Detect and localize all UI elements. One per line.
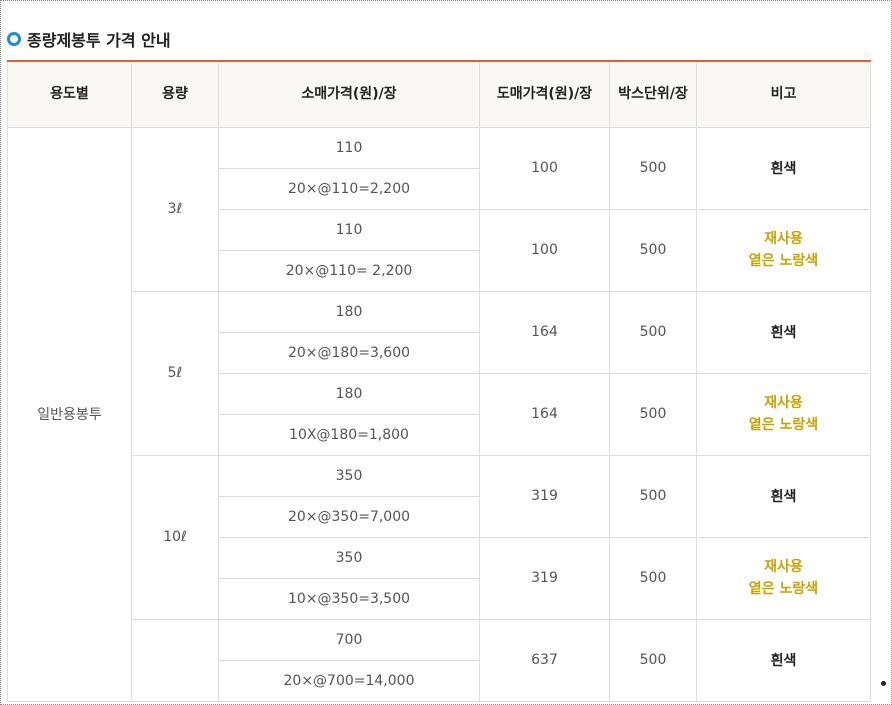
cell-retail-unit: 180 [218, 290, 480, 333]
cell-retail-pack: 20×@110= 2,200 [218, 249, 480, 292]
note-line: 흰색 [770, 653, 797, 669]
header-retail-price: 소매가격(원)/장 [218, 60, 480, 128]
cell-note: 흰색 [696, 454, 871, 538]
cell-volume: 3ℓ [131, 126, 219, 292]
header-usage: 용도별 [7, 60, 132, 128]
note-line: 옅은 노랑색 [748, 417, 819, 433]
cell-note: 흰색 [696, 618, 871, 702]
table-row: 700 637 500 흰색 [8, 618, 871, 702]
cell-retail-pack: 10×@350=3,500 [218, 577, 480, 620]
table-row: 5ℓ 180 164 500 흰색 [8, 290, 871, 456]
header-box-unit: 박스단위/장 [609, 60, 697, 128]
cell-retail-unit: 350 [218, 454, 480, 497]
cell-wholesale: 164 [479, 372, 610, 456]
cell-volume: 5ℓ [131, 290, 219, 456]
cell-retail-pack: 20×@700=14,000 [218, 659, 480, 702]
cell-retail-unit: 110 [218, 126, 480, 169]
cell-volume [131, 618, 219, 702]
circle-bullet-icon [7, 32, 21, 46]
cell-wholesale: 164 [479, 290, 610, 374]
table-row: 10X@180=1,800 [8, 413, 871, 456]
page-title: 종량제봉투 가격 안내 [27, 31, 171, 50]
cell-retail-pack: 20×@180=3,600 [218, 331, 480, 374]
cell-usage: 일반용봉투 [7, 126, 132, 702]
cell-note: 흰색 [696, 126, 871, 210]
header-wholesale-price: 도매가격(원)/장 [479, 60, 610, 128]
cell-wholesale: 637 [479, 618, 610, 702]
note-line: 옅은 노랑색 [748, 253, 819, 269]
table-row: 일반용봉투 3ℓ 110 100 500 흰색 [7, 126, 871, 702]
table-row: 10ℓ 350 319 500 흰색 [8, 454, 871, 620]
cell-retail-unit: 350 [218, 536, 480, 579]
cell-wholesale: 319 [479, 536, 610, 620]
table-row: 10×@350=3,500 [8, 577, 871, 620]
scroll-indicator-icon [881, 681, 886, 686]
table-row: 180 164 500 재사용 옅은 노랑색 [8, 372, 871, 456]
cell-retail-pack: 10X@180=1,800 [218, 413, 480, 456]
note-line: 재사용 [764, 231, 803, 247]
table-header-row: 용도별 용량 소매가격(원)/장 도매가격(원)/장 박스단위/장 비고 [7, 60, 871, 128]
cell-retail-pack: 20×@110=2,200 [218, 167, 480, 210]
cell-box-unit: 500 [609, 208, 697, 292]
cell-retail-pack: 20×@350=7,000 [218, 495, 480, 538]
cell-retail-unit: 700 [218, 618, 480, 661]
cell-box-unit: 500 [609, 454, 697, 538]
table-row: 20×@180=3,600 [8, 331, 871, 374]
note-line: 흰색 [770, 489, 797, 505]
header-note: 비고 [696, 60, 871, 128]
cell-box-unit: 500 [609, 372, 697, 456]
cell-box-unit: 500 [609, 290, 697, 374]
note-line: 옅은 노랑색 [748, 581, 819, 597]
table-row: 110 100 500 재사용 옅은 노랑색 [8, 208, 871, 292]
cell-volume: 10ℓ [131, 454, 219, 620]
note-line: 흰색 [770, 161, 797, 177]
cell-wholesale: 100 [479, 126, 610, 210]
note-line: 재사용 [764, 559, 803, 575]
cell-wholesale: 319 [479, 454, 610, 538]
table-row: 20×@110= 2,200 [8, 249, 871, 292]
note-line: 흰색 [770, 325, 797, 341]
cell-wholesale: 100 [479, 208, 610, 292]
note-line: 재사용 [764, 395, 803, 411]
cell-retail-unit: 110 [218, 208, 480, 251]
cell-box-unit: 500 [609, 618, 697, 702]
cell-note: 흰색 [696, 290, 871, 374]
table-row: 20×@350=7,000 [8, 495, 871, 538]
price-table: 용도별 용량 소매가격(원)/장 도매가격(원)/장 박스단위/장 비고 일반용… [7, 60, 871, 702]
cell-box-unit: 500 [609, 126, 697, 210]
table-row: 20×@700=14,000 [8, 659, 871, 702]
cell-retail-unit: 180 [218, 372, 480, 415]
cell-box-unit: 500 [609, 536, 697, 620]
section-heading: 종량제봉투 가격 안내 [7, 25, 171, 53]
header-volume: 용량 [131, 60, 219, 128]
